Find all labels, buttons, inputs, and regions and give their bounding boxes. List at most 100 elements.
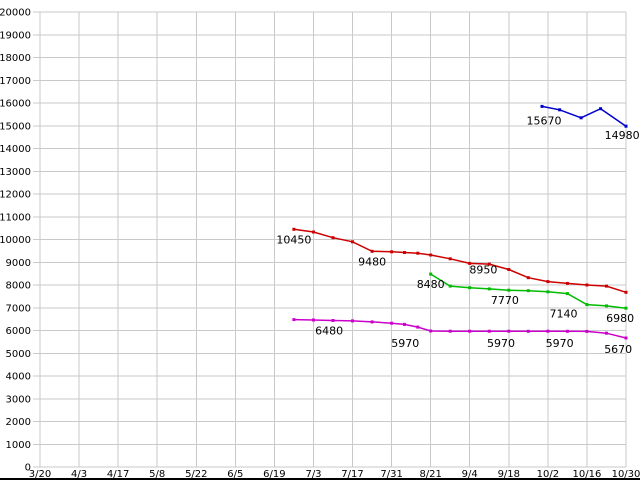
x-tick-label: 10/2 bbox=[537, 469, 559, 480]
data-point bbox=[546, 329, 550, 333]
y-tick-label: 17000 bbox=[0, 76, 31, 87]
data-point bbox=[526, 289, 530, 293]
y-tick-label: 9000 bbox=[6, 258, 31, 269]
data-point bbox=[605, 331, 608, 335]
data-point bbox=[526, 276, 530, 280]
data-point bbox=[468, 329, 472, 333]
data-point bbox=[605, 304, 608, 308]
data-point bbox=[487, 329, 491, 333]
y-tick-label: 10000 bbox=[0, 235, 31, 246]
y-tick-label: 14000 bbox=[0, 144, 31, 155]
data-point bbox=[546, 280, 550, 284]
x-tick-label: 6/5 bbox=[227, 469, 243, 480]
y-tick-label: 4000 bbox=[6, 372, 31, 383]
value-label: 6980 bbox=[606, 312, 634, 325]
y-tick-label: 0 bbox=[25, 463, 31, 474]
y-tick-label: 15000 bbox=[0, 121, 31, 132]
value-label: 8950 bbox=[469, 263, 497, 276]
data-point bbox=[390, 321, 394, 325]
data-point bbox=[403, 322, 406, 326]
y-tick-label: 12000 bbox=[0, 190, 31, 201]
value-label: 7140 bbox=[550, 308, 578, 321]
data-point bbox=[565, 292, 569, 296]
value-label: 8480 bbox=[417, 278, 445, 291]
data-point bbox=[624, 336, 628, 340]
x-tick-label: 10/16 bbox=[572, 469, 601, 480]
data-point bbox=[507, 329, 511, 333]
data-point bbox=[312, 318, 315, 322]
data-point bbox=[468, 286, 472, 290]
x-tick-label: 4/17 bbox=[107, 469, 129, 480]
data-point bbox=[624, 306, 628, 310]
data-point bbox=[585, 303, 589, 307]
y-tick-label: 1000 bbox=[6, 440, 31, 451]
y-tick-label: 20000 bbox=[0, 8, 31, 19]
data-point bbox=[546, 290, 550, 294]
y-tick-label: 8000 bbox=[6, 281, 31, 292]
x-tick-label: 7/17 bbox=[341, 469, 363, 480]
data-point bbox=[416, 251, 420, 255]
y-tick-label: 5000 bbox=[6, 349, 31, 360]
x-tick-label: 9/4 bbox=[462, 469, 478, 480]
y-tick-label: 2000 bbox=[6, 417, 31, 428]
y-tick-label: 18000 bbox=[0, 53, 31, 64]
data-point bbox=[429, 329, 433, 333]
data-point bbox=[507, 268, 511, 271]
series-line-red bbox=[293, 228, 627, 294]
value-label: 9480 bbox=[358, 255, 386, 268]
data-point bbox=[540, 104, 544, 108]
data-point bbox=[292, 227, 296, 231]
data-point bbox=[331, 319, 335, 322]
data-point bbox=[558, 108, 562, 112]
data-point bbox=[448, 329, 452, 333]
data-point bbox=[312, 230, 315, 234]
data-point bbox=[579, 116, 583, 120]
data-point bbox=[351, 319, 354, 323]
data-point bbox=[487, 287, 491, 291]
value-label: 5670 bbox=[604, 343, 632, 356]
x-tick-label: 7/31 bbox=[380, 469, 402, 480]
data-point bbox=[429, 253, 433, 257]
data-point bbox=[624, 290, 628, 294]
data-point bbox=[585, 329, 589, 333]
value-label: 10450 bbox=[276, 233, 311, 246]
data-point bbox=[448, 257, 452, 261]
data-point bbox=[292, 318, 296, 322]
data-point bbox=[331, 236, 335, 240]
y-tick-label: 16000 bbox=[0, 99, 31, 110]
value-label: 6480 bbox=[315, 325, 343, 338]
x-tick-label: 9/18 bbox=[498, 469, 520, 480]
data-point bbox=[487, 262, 491, 266]
y-tick-label: 3000 bbox=[6, 394, 31, 405]
x-tick-label: 8/21 bbox=[419, 469, 441, 480]
y-tick-label: 7000 bbox=[6, 303, 31, 314]
y-tick-label: 11000 bbox=[0, 212, 31, 223]
value-label: 5970 bbox=[391, 337, 419, 350]
series-line-magenta bbox=[293, 318, 627, 339]
data-point bbox=[565, 281, 569, 285]
value-label: 5970 bbox=[487, 337, 515, 350]
data-point bbox=[370, 249, 374, 253]
data-point bbox=[403, 251, 406, 254]
y-tick-label: 19000 bbox=[0, 30, 31, 41]
value-label: 14980 bbox=[605, 129, 640, 142]
x-tick-label: 6/19 bbox=[263, 469, 285, 480]
data-point bbox=[416, 325, 420, 329]
value-label: 7770 bbox=[491, 294, 519, 307]
data-point bbox=[370, 320, 374, 324]
data-point bbox=[585, 283, 589, 287]
y-tick-label: 6000 bbox=[6, 326, 31, 337]
x-tick-label: 5/22 bbox=[185, 469, 207, 480]
value-label: 5970 bbox=[546, 337, 574, 350]
x-tick-label: 4/3 bbox=[71, 469, 87, 480]
data-point bbox=[526, 329, 530, 333]
x-tick-label: 3/20 bbox=[29, 469, 51, 480]
data-point bbox=[468, 261, 472, 265]
data-point bbox=[390, 250, 394, 254]
data-point bbox=[605, 284, 608, 288]
data-point bbox=[599, 107, 603, 111]
x-tick-label: 5/8 bbox=[149, 469, 165, 480]
data-point bbox=[624, 124, 628, 128]
